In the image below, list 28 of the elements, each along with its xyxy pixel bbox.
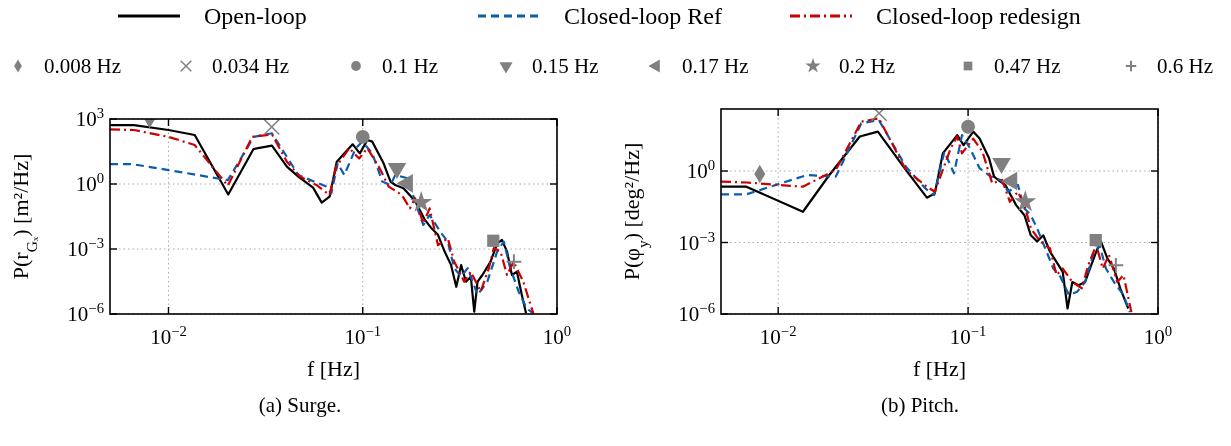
x-tick-label: 10$^{−1}$ — [949, 323, 987, 349]
legend-label: Open-loop — [204, 3, 307, 29]
x-axis-title: f [Hz] — [306, 356, 361, 381]
legend-label: 0.2 Hz — [839, 54, 895, 78]
legend-label: 0.1 Hz — [382, 54, 438, 78]
x-axis-title: f [Hz] — [912, 356, 967, 381]
y-tick-label: 10$^{−6}$ — [67, 300, 104, 326]
text: (b) Pitch. — [880, 393, 960, 417]
y-tick-label: 10$^{0}$ — [686, 157, 715, 184]
legend-label: Closed-loop redesign — [876, 3, 1081, 29]
y-tick-label: 10$^{3}$ — [75, 105, 104, 131]
legend-label: 0.17 Hz — [682, 54, 749, 78]
y-tick-label: 10$^{−3}$ — [678, 228, 715, 255]
x-tick-label: 10$^{0}$ — [1143, 323, 1173, 349]
y-tick-label: 10$^{0}$ — [75, 170, 104, 196]
x-tick-label: 10$^{−1}$ — [344, 323, 382, 349]
text: (a) Surge. — [258, 393, 342, 417]
x-tick-label: 10$^{−2}$ — [759, 323, 797, 349]
legend-label: 0.6 Hz — [1157, 54, 1213, 78]
x-tick-label: 10$^{−2}$ — [150, 323, 187, 349]
x-tick-label: 10$^{0}$ — [542, 323, 572, 349]
legend-label: 0.15 Hz — [532, 54, 599, 78]
legend-label: Closed-loop Ref — [564, 3, 722, 29]
legend-label: 0.47 Hz — [994, 54, 1061, 78]
y-tick-label: 10$^{−6}$ — [678, 300, 715, 326]
legend-label: 0.034 Hz — [212, 54, 289, 78]
legend-label: 0.008 Hz — [44, 54, 121, 78]
y-tick-label: 10$^{−3}$ — [67, 235, 104, 261]
